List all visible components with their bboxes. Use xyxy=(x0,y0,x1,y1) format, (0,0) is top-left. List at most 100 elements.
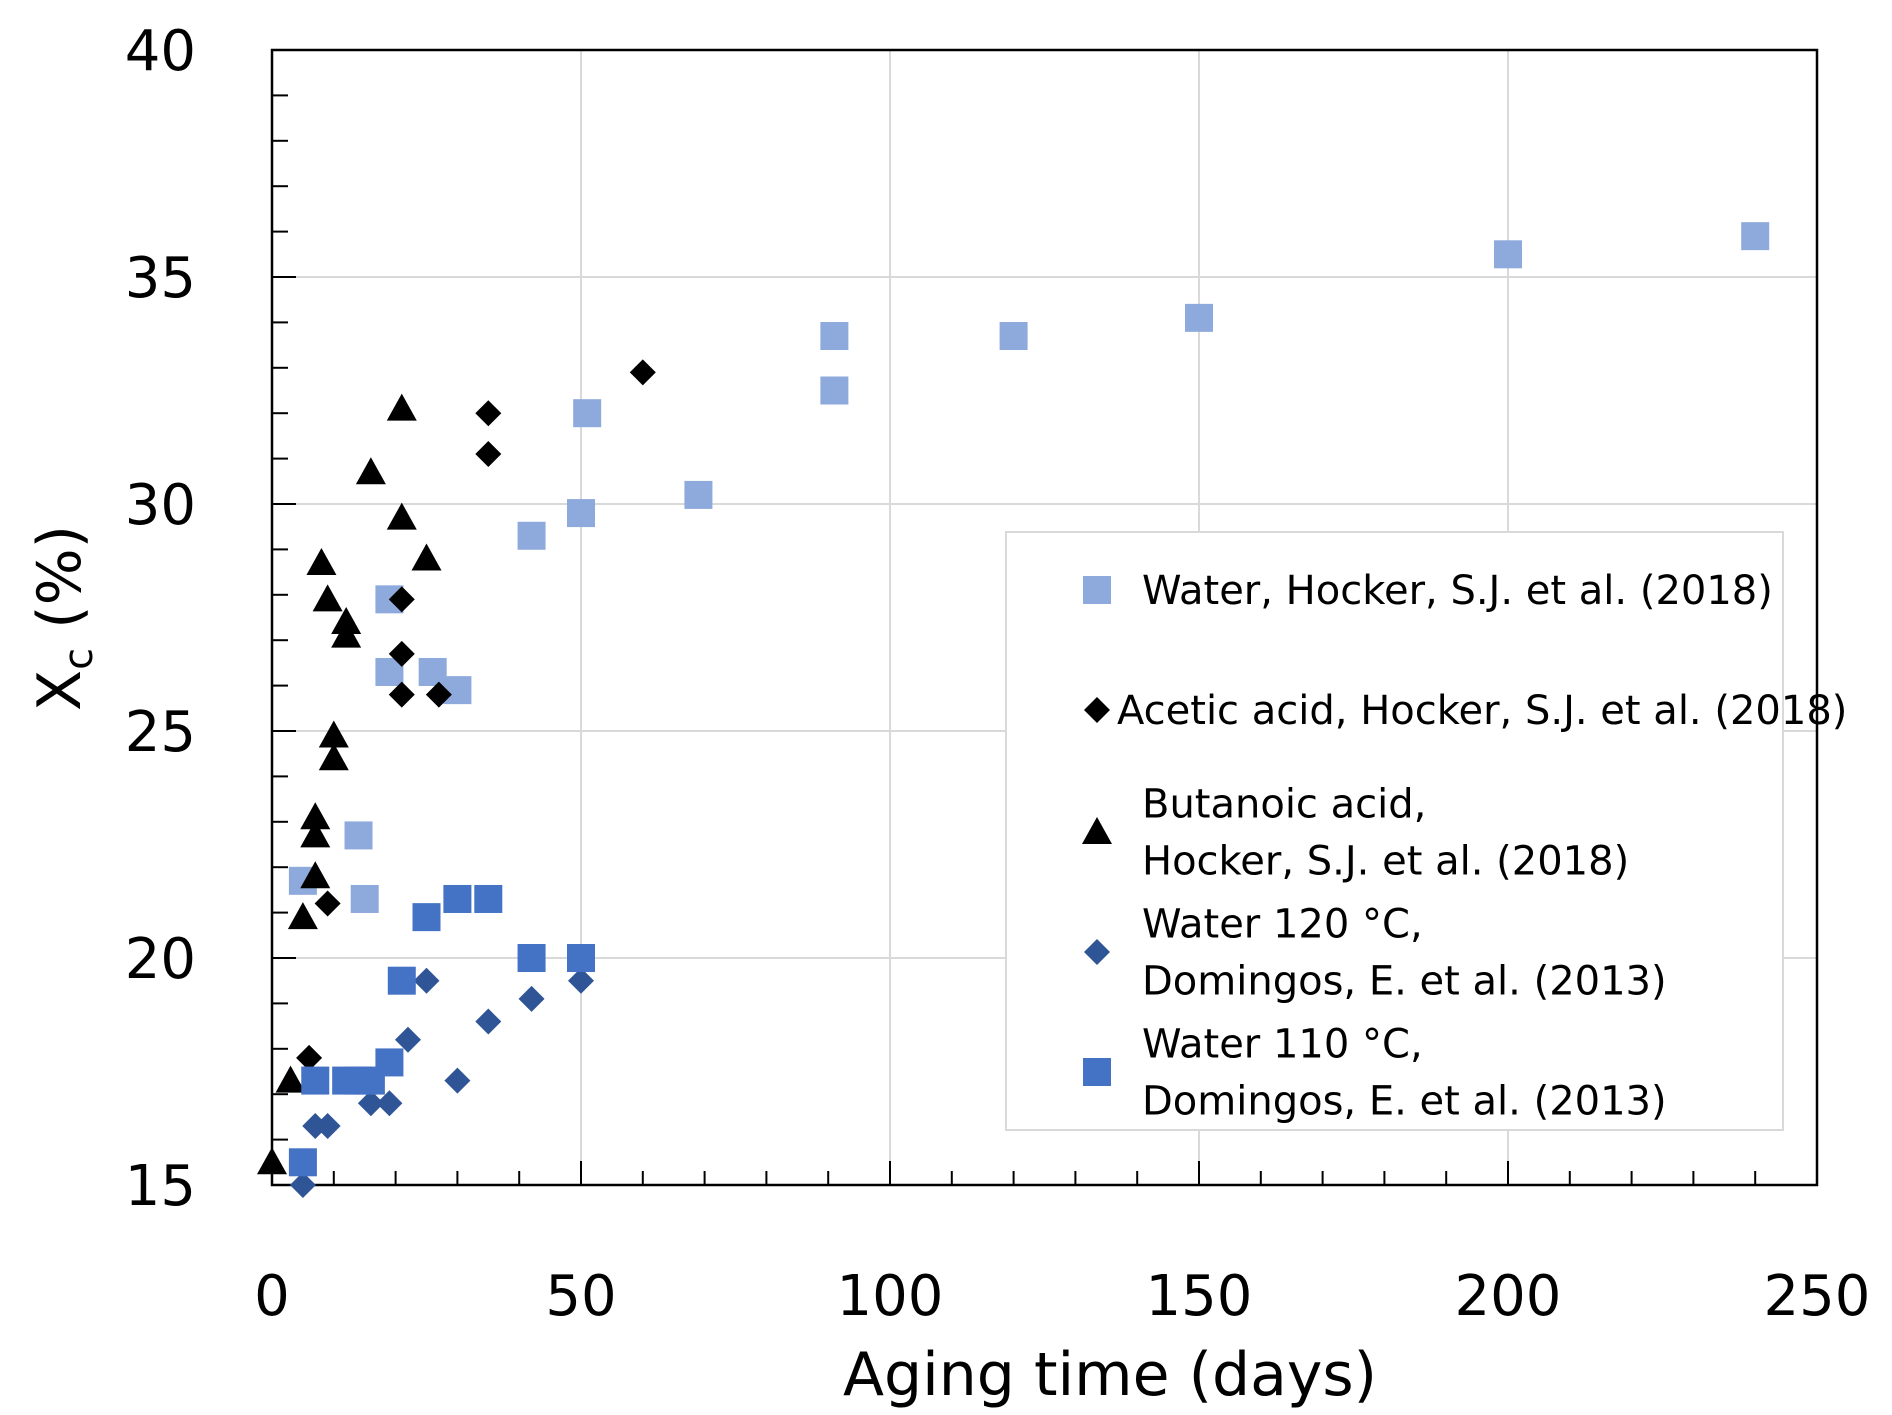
plot-frame xyxy=(270,48,1819,1187)
water110-domingos-point xyxy=(443,884,472,913)
series-water110-domingos xyxy=(288,884,595,1177)
data-points xyxy=(257,222,1770,1198)
water-hocker-point xyxy=(820,376,849,405)
legend-label-water110-domingos: Domingos, E. et al. (2013) xyxy=(1142,1079,1667,1125)
water-hocker-point xyxy=(350,884,379,913)
butanoic-hocker-point xyxy=(306,548,337,576)
y-axis-title: Xc (%) xyxy=(25,525,102,711)
legend-items: Water, Hocker, S.J. et al. (2018) Acetic … xyxy=(1082,568,1847,1125)
butanoic-hocker-point xyxy=(386,502,417,530)
water120-domingos-point xyxy=(444,1067,471,1094)
acetic-hocker-point xyxy=(388,586,415,613)
acetic-hocker-point xyxy=(296,1044,323,1071)
water-hocker-point xyxy=(999,322,1028,351)
butanoic-hocker-point xyxy=(300,820,331,848)
butanoic-hocker-point xyxy=(318,720,349,748)
water120-domingos-point xyxy=(518,985,545,1012)
butanoic-hocker-point xyxy=(300,802,331,830)
legend-marker-water-hocker xyxy=(1083,576,1111,604)
butanoic-hocker-point xyxy=(355,457,386,485)
y-axis-title-unit: (%) xyxy=(25,525,95,648)
water110-domingos-point xyxy=(301,1066,330,1095)
water110-domingos-point xyxy=(387,966,416,995)
y-tick-label: 30 xyxy=(125,473,196,538)
butanoic-hocker-point xyxy=(312,584,343,612)
water120-domingos-point xyxy=(568,967,594,994)
water110-domingos-point xyxy=(567,944,595,972)
legend-entry-acetic-hocker: Acetic acid, Hocker, S.J. et al. (2018) xyxy=(1084,688,1847,734)
legend-label-water-hocker: Water, Hocker, S.J. et al. (2018) xyxy=(1142,568,1773,614)
y-tick-label: 15 xyxy=(125,1154,196,1219)
butanoic-hocker-point xyxy=(287,902,318,930)
legend-label-water120-domingos: Domingos, E. et al. (2013) xyxy=(1142,959,1667,1005)
legend: Water, Hocker, S.J. et al. (2018) Acetic … xyxy=(1005,531,1847,1131)
acetic-hocker-point xyxy=(314,890,341,917)
water110-domingos-point xyxy=(288,1148,317,1177)
legend-label-butanoic-hocker: Butanoic acid, xyxy=(1142,782,1426,828)
legend-entry-water-hocker: Water, Hocker, S.J. et al. (2018) xyxy=(1083,568,1773,614)
legend-marker-acetic-hocker xyxy=(1084,697,1110,723)
water-hocker-point xyxy=(1494,240,1522,269)
legend-entry-water110-domingos: Water 110 °C, Domingos, E. et al. (2013) xyxy=(1083,1022,1667,1125)
x-axis-title: Aging time (days) xyxy=(843,1340,1377,1410)
legend-marker-water110-domingos xyxy=(1083,1058,1111,1086)
y-tick-label: 40 xyxy=(125,19,196,84)
series-acetic-hocker xyxy=(296,359,656,1071)
series-water-hocker xyxy=(288,222,1770,913)
x-tick-label: 250 xyxy=(1764,1264,1871,1329)
acetic-hocker-point xyxy=(629,359,656,386)
water-hocker-point xyxy=(567,499,595,528)
legend-label-acetic-hocker: Acetic acid, Hocker, S.J. et al. (2018) xyxy=(1117,688,1847,734)
butanoic-hocker-point xyxy=(386,393,417,421)
water120-domingos-point xyxy=(413,967,440,994)
x-tick-label: 50 xyxy=(545,1264,616,1329)
water-hocker-point xyxy=(820,322,849,351)
x-tick-label: 100 xyxy=(837,1264,944,1329)
legend-box xyxy=(1005,531,1784,1131)
butanoic-hocker-point xyxy=(331,620,362,648)
water110-domingos-point xyxy=(412,903,441,932)
legend-entry-butanoic-hocker: Butanoic acid, Hocker, S.J. et al. (2018) xyxy=(1082,782,1629,885)
water-hocker-point xyxy=(684,480,713,509)
acetic-hocker-point xyxy=(475,441,502,468)
acetic-hocker-point xyxy=(388,681,415,708)
butanoic-hocker-point xyxy=(275,1065,306,1093)
water120-domingos-point xyxy=(394,1026,421,1053)
water110-domingos-point xyxy=(517,944,546,972)
butanoic-hocker-point xyxy=(257,1147,287,1175)
y-axis-title-main: X xyxy=(25,670,95,711)
y-tick-label: 20 xyxy=(125,927,196,992)
butanoic-hocker-point xyxy=(300,861,331,889)
y-axis-title-subscript: c xyxy=(56,648,102,670)
water120-domingos-point xyxy=(376,1090,403,1117)
acetic-hocker-point xyxy=(475,400,502,427)
x-tick-label: 150 xyxy=(1146,1264,1253,1329)
acetic-hocker-point xyxy=(388,640,415,667)
legend-label-butanoic-hocker: Hocker, S.J. et al. (2018) xyxy=(1142,839,1629,885)
water110-domingos-point xyxy=(375,1048,404,1077)
x-tick-labels: 0 50 100 150 200 250 xyxy=(254,1264,1870,1329)
butanoic-hocker-point xyxy=(318,743,349,771)
water120-domingos-point xyxy=(289,1172,316,1198)
water120-domingos-point xyxy=(357,1090,384,1117)
x-tick-label: 0 xyxy=(254,1264,290,1329)
butanoic-hocker-point xyxy=(411,543,442,571)
water-hocker-point xyxy=(344,821,373,850)
x-tick-label: 200 xyxy=(1455,1264,1562,1329)
water120-domingos-point xyxy=(314,1112,341,1139)
water110-domingos-point xyxy=(474,884,503,913)
acetic-hocker-point xyxy=(425,681,452,708)
legend-label-water120-domingos: Water 120 °C, xyxy=(1142,902,1423,948)
series-butanoic-hocker xyxy=(257,393,442,1175)
water-hocker-point xyxy=(573,399,602,428)
legend-label-water110-domingos: Water 110 °C, xyxy=(1142,1022,1423,1068)
butanoic-hocker-point xyxy=(331,607,362,635)
water-hocker-point xyxy=(1185,303,1213,332)
y-tick-label: 25 xyxy=(125,700,196,765)
water-hocker-point xyxy=(443,676,472,705)
series-water120-domingos xyxy=(289,967,594,1198)
legend-marker-water120-domingos xyxy=(1084,939,1110,965)
legend-marker-butanoic-hocker xyxy=(1082,817,1112,844)
water-hocker-point xyxy=(418,657,447,686)
